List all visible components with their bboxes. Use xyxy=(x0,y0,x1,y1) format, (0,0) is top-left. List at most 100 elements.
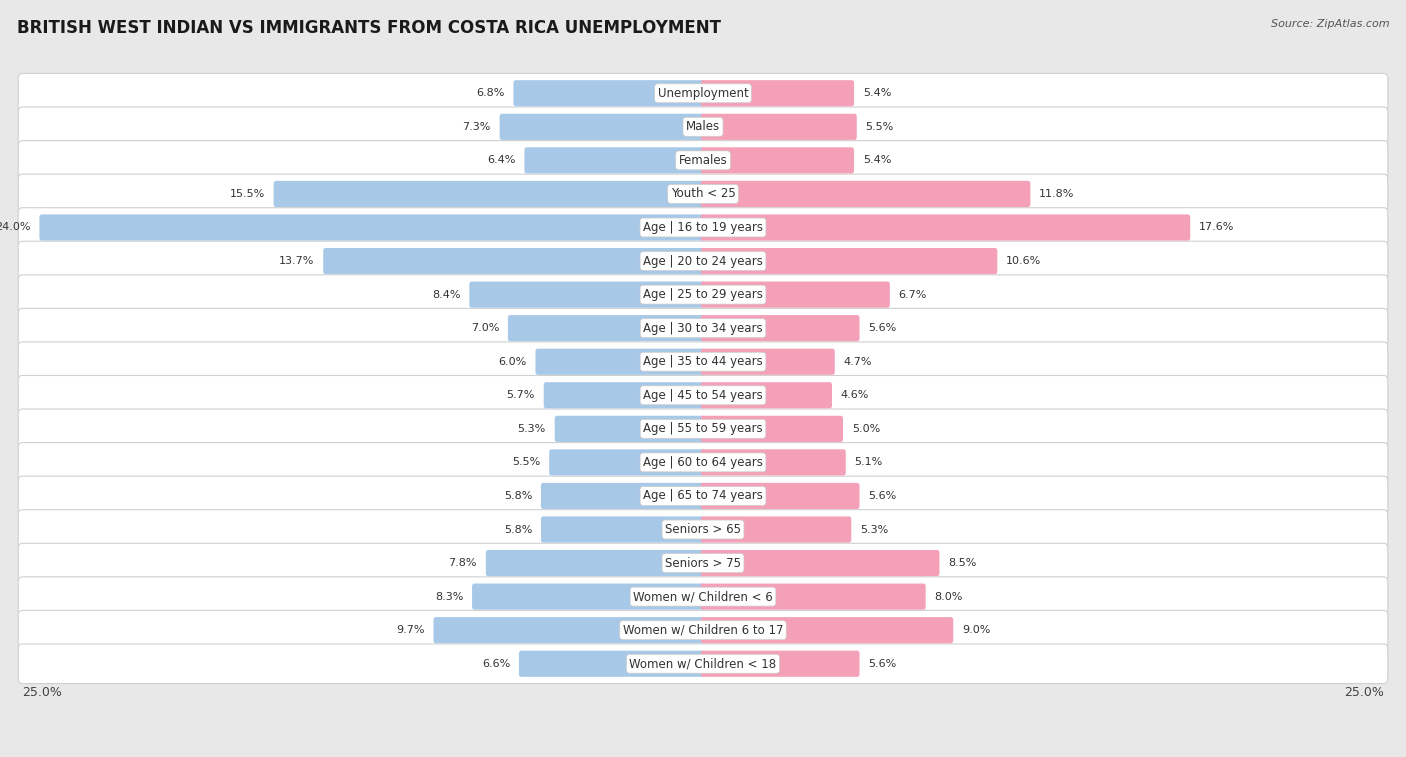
Text: 9.7%: 9.7% xyxy=(396,625,425,635)
Text: 5.1%: 5.1% xyxy=(855,457,883,467)
FancyBboxPatch shape xyxy=(519,651,706,677)
FancyBboxPatch shape xyxy=(18,342,1388,382)
FancyBboxPatch shape xyxy=(18,476,1388,516)
FancyBboxPatch shape xyxy=(524,148,706,173)
Text: Age | 65 to 74 years: Age | 65 to 74 years xyxy=(643,490,763,503)
FancyBboxPatch shape xyxy=(499,114,706,140)
FancyBboxPatch shape xyxy=(700,450,846,475)
Text: 5.0%: 5.0% xyxy=(852,424,880,434)
Text: Age | 35 to 44 years: Age | 35 to 44 years xyxy=(643,355,763,368)
Text: 5.6%: 5.6% xyxy=(869,491,897,501)
Text: Age | 16 to 19 years: Age | 16 to 19 years xyxy=(643,221,763,234)
FancyBboxPatch shape xyxy=(544,382,706,408)
FancyBboxPatch shape xyxy=(513,80,706,106)
Text: Youth < 25: Youth < 25 xyxy=(671,188,735,201)
FancyBboxPatch shape xyxy=(700,617,953,643)
Text: 5.3%: 5.3% xyxy=(860,525,889,534)
Text: 15.5%: 15.5% xyxy=(229,189,264,199)
FancyBboxPatch shape xyxy=(18,308,1388,348)
FancyBboxPatch shape xyxy=(18,241,1388,281)
FancyBboxPatch shape xyxy=(18,174,1388,213)
Text: 7.3%: 7.3% xyxy=(463,122,491,132)
FancyBboxPatch shape xyxy=(486,550,706,576)
FancyBboxPatch shape xyxy=(508,315,706,341)
FancyBboxPatch shape xyxy=(18,577,1388,616)
Text: Males: Males xyxy=(686,120,720,133)
Text: 5.6%: 5.6% xyxy=(869,659,897,668)
Text: 5.3%: 5.3% xyxy=(517,424,546,434)
FancyBboxPatch shape xyxy=(700,315,859,341)
FancyBboxPatch shape xyxy=(700,349,835,375)
FancyBboxPatch shape xyxy=(39,214,706,241)
FancyBboxPatch shape xyxy=(700,114,856,140)
Text: Women w/ Children < 18: Women w/ Children < 18 xyxy=(630,657,776,670)
FancyBboxPatch shape xyxy=(700,214,1191,241)
FancyBboxPatch shape xyxy=(700,148,853,173)
FancyBboxPatch shape xyxy=(470,282,706,307)
FancyBboxPatch shape xyxy=(18,275,1388,314)
Text: BRITISH WEST INDIAN VS IMMIGRANTS FROM COSTA RICA UNEMPLOYMENT: BRITISH WEST INDIAN VS IMMIGRANTS FROM C… xyxy=(17,19,721,37)
Text: Age | 55 to 59 years: Age | 55 to 59 years xyxy=(643,422,763,435)
FancyBboxPatch shape xyxy=(700,651,859,677)
FancyBboxPatch shape xyxy=(700,181,1031,207)
FancyBboxPatch shape xyxy=(18,610,1388,650)
FancyBboxPatch shape xyxy=(18,409,1388,449)
FancyBboxPatch shape xyxy=(550,450,706,475)
Text: 7.8%: 7.8% xyxy=(449,558,477,568)
Text: Source: ZipAtlas.com: Source: ZipAtlas.com xyxy=(1271,19,1389,29)
Text: 5.5%: 5.5% xyxy=(512,457,540,467)
Text: Women w/ Children 6 to 17: Women w/ Children 6 to 17 xyxy=(623,624,783,637)
Text: Age | 30 to 34 years: Age | 30 to 34 years xyxy=(643,322,763,335)
FancyBboxPatch shape xyxy=(18,509,1388,550)
FancyBboxPatch shape xyxy=(700,416,844,442)
Text: 5.8%: 5.8% xyxy=(503,525,531,534)
FancyBboxPatch shape xyxy=(700,282,890,307)
Text: 5.8%: 5.8% xyxy=(503,491,531,501)
Text: 8.5%: 8.5% xyxy=(948,558,977,568)
Text: Age | 45 to 54 years: Age | 45 to 54 years xyxy=(643,389,763,402)
Text: 8.0%: 8.0% xyxy=(935,592,963,602)
Text: 5.4%: 5.4% xyxy=(863,155,891,165)
FancyBboxPatch shape xyxy=(323,248,706,274)
Text: 25.0%: 25.0% xyxy=(22,686,62,699)
Text: 10.6%: 10.6% xyxy=(1007,256,1042,266)
Text: 6.4%: 6.4% xyxy=(488,155,516,165)
Text: Females: Females xyxy=(679,154,727,167)
Text: 5.6%: 5.6% xyxy=(869,323,897,333)
FancyBboxPatch shape xyxy=(555,416,706,442)
FancyBboxPatch shape xyxy=(700,248,997,274)
Text: 25.0%: 25.0% xyxy=(1344,686,1384,699)
Text: 8.3%: 8.3% xyxy=(434,592,463,602)
Text: Age | 25 to 29 years: Age | 25 to 29 years xyxy=(643,288,763,301)
FancyBboxPatch shape xyxy=(472,584,706,609)
Text: Unemployment: Unemployment xyxy=(658,87,748,100)
Text: 5.5%: 5.5% xyxy=(866,122,894,132)
FancyBboxPatch shape xyxy=(700,516,851,543)
FancyBboxPatch shape xyxy=(18,107,1388,147)
FancyBboxPatch shape xyxy=(18,644,1388,684)
FancyBboxPatch shape xyxy=(700,584,925,609)
Text: 5.4%: 5.4% xyxy=(863,89,891,98)
FancyBboxPatch shape xyxy=(433,617,706,643)
Text: 6.6%: 6.6% xyxy=(482,659,510,668)
Text: 5.7%: 5.7% xyxy=(506,391,534,400)
Text: Seniors > 75: Seniors > 75 xyxy=(665,556,741,569)
FancyBboxPatch shape xyxy=(700,550,939,576)
FancyBboxPatch shape xyxy=(274,181,706,207)
FancyBboxPatch shape xyxy=(541,516,706,543)
Text: Age | 60 to 64 years: Age | 60 to 64 years xyxy=(643,456,763,469)
Text: Women w/ Children < 6: Women w/ Children < 6 xyxy=(633,590,773,603)
Text: 4.7%: 4.7% xyxy=(844,357,872,366)
FancyBboxPatch shape xyxy=(18,375,1388,415)
FancyBboxPatch shape xyxy=(536,349,706,375)
FancyBboxPatch shape xyxy=(18,207,1388,248)
Text: Age | 20 to 24 years: Age | 20 to 24 years xyxy=(643,254,763,267)
Text: 7.0%: 7.0% xyxy=(471,323,499,333)
FancyBboxPatch shape xyxy=(18,544,1388,583)
Text: 6.7%: 6.7% xyxy=(898,290,927,300)
FancyBboxPatch shape xyxy=(18,141,1388,180)
FancyBboxPatch shape xyxy=(700,382,832,408)
FancyBboxPatch shape xyxy=(700,80,853,106)
Text: Seniors > 65: Seniors > 65 xyxy=(665,523,741,536)
FancyBboxPatch shape xyxy=(541,483,706,509)
